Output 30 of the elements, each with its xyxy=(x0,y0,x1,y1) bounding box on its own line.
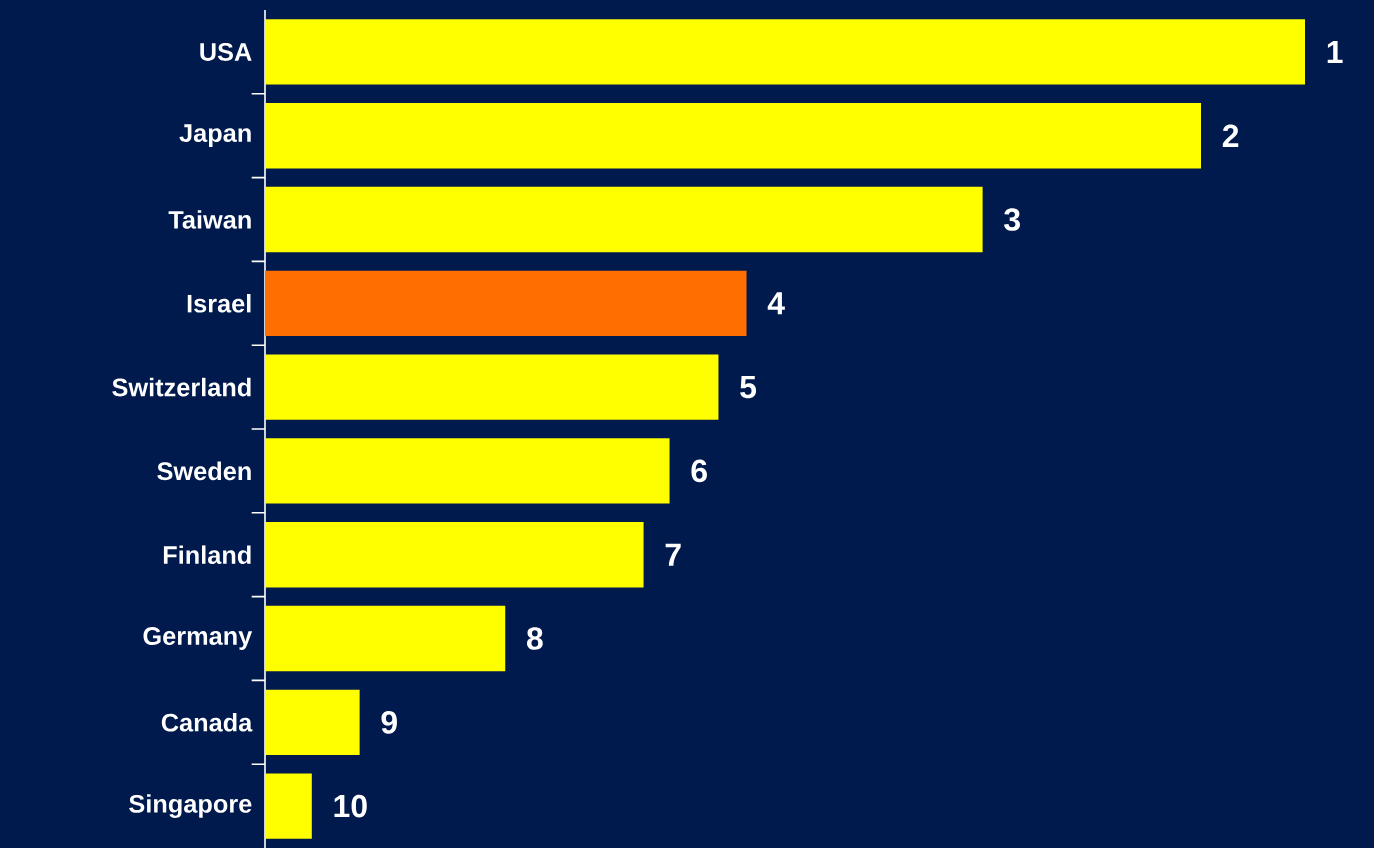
annotation: 2 xyxy=(1222,124,1239,147)
y-tick-label: USA xyxy=(200,43,252,61)
y-tick-label: Israel xyxy=(187,294,251,313)
bar xyxy=(265,522,644,588)
bar xyxy=(265,354,719,420)
annotation: 5 xyxy=(740,376,757,399)
annotation: 10 xyxy=(334,794,367,818)
y-tick-label: Singapore xyxy=(129,794,252,819)
y-tick-label: Sweden xyxy=(157,461,251,481)
bar xyxy=(265,103,1202,169)
bar xyxy=(265,270,747,337)
y-tick-label: Taiwan xyxy=(168,210,251,229)
bar xyxy=(265,186,983,253)
y-tick-label: Germany xyxy=(143,627,253,651)
annotation: 8 xyxy=(526,627,543,650)
bar xyxy=(265,438,670,504)
y-tick-label: Canada xyxy=(161,713,253,732)
annotation: 6 xyxy=(691,459,707,483)
bar xyxy=(265,605,506,672)
y-tick-label: Japan xyxy=(179,124,251,148)
annotation: 4 xyxy=(767,292,785,315)
annotation: 1 xyxy=(1327,40,1343,64)
bar xyxy=(265,19,1306,85)
annotation: 3 xyxy=(1004,208,1020,231)
annotation: 9 xyxy=(381,711,397,734)
bar xyxy=(265,689,360,756)
bar xyxy=(265,773,312,839)
annotation: 7 xyxy=(665,543,681,566)
y-tick-label: Finland xyxy=(163,545,251,565)
y-tick-label: Switzerland xyxy=(112,377,251,397)
